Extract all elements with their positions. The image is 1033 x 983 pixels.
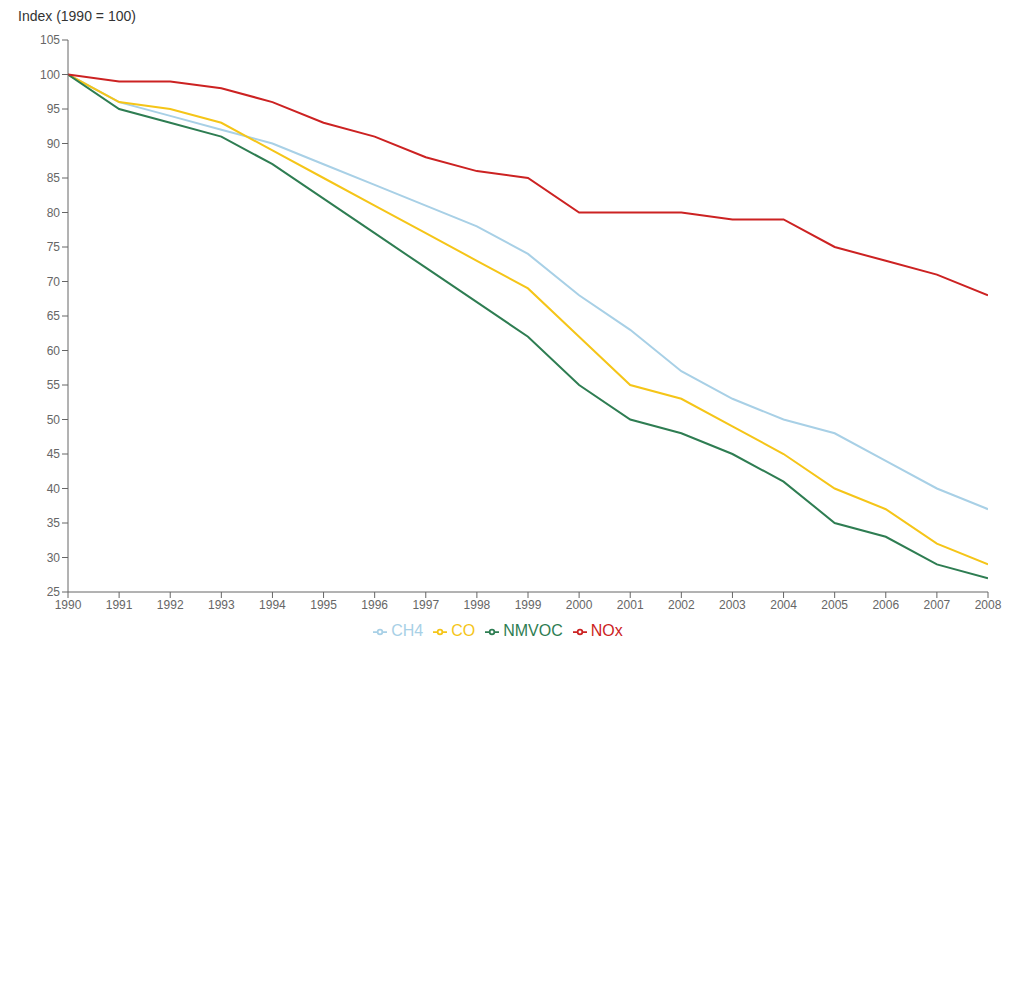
svg-text:25: 25: [47, 585, 61, 599]
svg-text:2003: 2003: [719, 598, 746, 612]
svg-text:80: 80: [47, 206, 61, 220]
svg-text:40: 40: [47, 482, 61, 496]
svg-text:1990: 1990: [55, 598, 82, 612]
svg-text:1998: 1998: [464, 598, 491, 612]
svg-text:2006: 2006: [872, 598, 899, 612]
svg-text:1996: 1996: [361, 598, 388, 612]
html-text:NOx: NOx: [590, 622, 623, 639]
html-text:NMVOC: NMVOC: [503, 622, 563, 639]
svg-text:2000: 2000: [566, 598, 593, 612]
svg-text:75: 75: [47, 240, 61, 254]
html-text:CO: CO: [451, 622, 476, 639]
svg-text:2001: 2001: [617, 598, 644, 612]
svg-text:105: 105: [40, 33, 60, 47]
svg-text:1994: 1994: [259, 598, 286, 612]
svg-text:1995: 1995: [310, 598, 337, 612]
svg-text:2008: 2008: [975, 598, 1002, 612]
svg-text:1997: 1997: [412, 598, 439, 612]
svg-text:35: 35: [47, 516, 61, 530]
svg-text:1999: 1999: [515, 598, 542, 612]
svg-text:1991: 1991: [106, 598, 133, 612]
svg-text:30: 30: [47, 551, 61, 565]
svg-text:1992: 1992: [157, 598, 184, 612]
svg-text:2007: 2007: [924, 598, 951, 612]
svg-text:50: 50: [47, 413, 61, 427]
svg-text:55: 55: [47, 378, 61, 392]
svg-text:2005: 2005: [821, 598, 848, 612]
svg-text:100: 100: [40, 68, 60, 82]
svg-text:1993: 1993: [208, 598, 235, 612]
svg-text:70: 70: [47, 275, 61, 289]
svg-text:2002: 2002: [668, 598, 695, 612]
svg-text:45: 45: [47, 447, 61, 461]
html-text:Index (1990 = 100): Index (1990 = 100): [18, 8, 136, 24]
svg-text:85: 85: [47, 171, 61, 185]
svg-text:2004: 2004: [770, 598, 797, 612]
html-text:CH4: CH4: [391, 622, 424, 639]
svg-text:90: 90: [47, 137, 61, 151]
svg-text:60: 60: [47, 344, 61, 358]
svg-text:65: 65: [47, 309, 61, 323]
svg-text:95: 95: [47, 102, 61, 116]
